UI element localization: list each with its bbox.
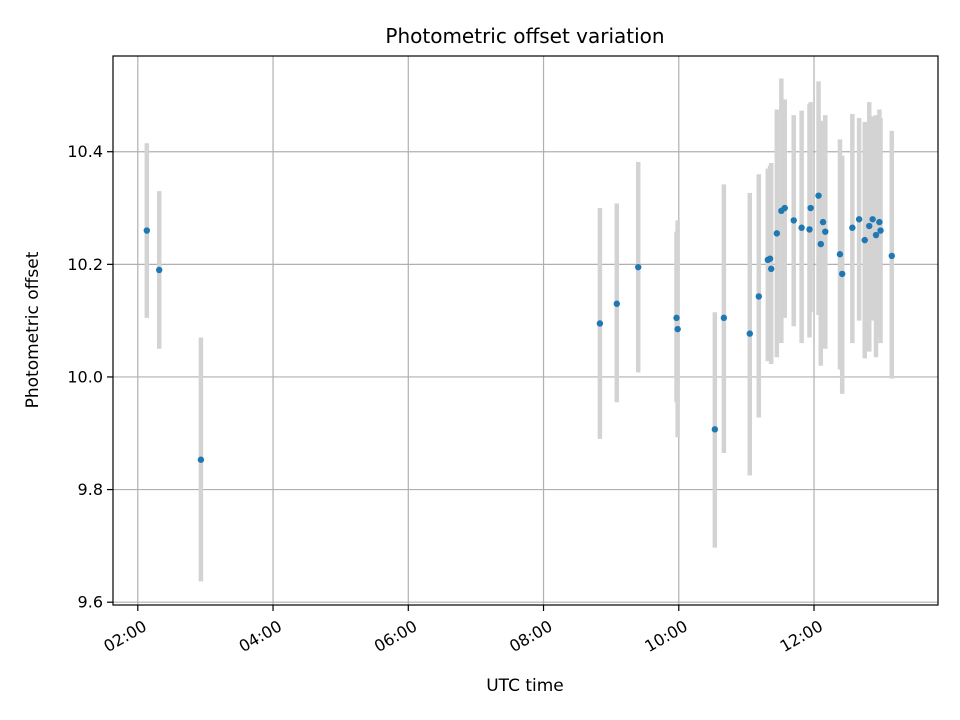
data-point [806,226,813,233]
plot-frame [112,55,939,606]
data-point [872,231,880,239]
data-point [767,265,775,273]
data-point [877,227,884,234]
data-point [746,330,753,337]
data-point [839,270,846,278]
y-tick-label: 10.0 [67,367,103,386]
data-point [815,192,822,199]
data-point [819,218,827,226]
chart-title: Photometric offset variation [385,24,664,48]
y-tick-label: 10.2 [67,255,103,274]
data-point [807,204,814,212]
data-point [855,216,863,223]
data-point [866,222,873,230]
data-point [849,224,856,231]
data-points [143,192,895,463]
data-point [635,263,642,271]
data-point [197,456,205,463]
x-axis-label: UTC time [486,676,564,696]
data-point [674,325,681,333]
data-point [790,217,797,224]
data-point [720,314,728,322]
data-point [773,230,781,237]
data-point [817,240,824,248]
data-point [755,293,762,300]
data-point [143,227,151,234]
data-point [673,314,680,322]
y-axis-ticks: 9.6 9.8 10.0 10.2 10.4 [67,142,113,612]
data-point [766,255,774,262]
y-tick-label: 9.8 [78,480,103,499]
data-point [869,216,876,223]
data-point [156,266,163,274]
data-point [888,252,895,260]
data-point [711,426,719,433]
y-tick-label: 10.4 [67,142,103,161]
data-point [861,236,868,244]
data-point [613,300,620,307]
data-point [781,204,788,212]
y-tick-label: 9.6 [78,593,103,612]
data-point [596,320,604,327]
data-point [836,251,844,258]
y-axis-label: Photometric offset [23,251,43,408]
data-point [876,218,883,226]
data-point [822,228,829,235]
data-point [798,224,805,231]
